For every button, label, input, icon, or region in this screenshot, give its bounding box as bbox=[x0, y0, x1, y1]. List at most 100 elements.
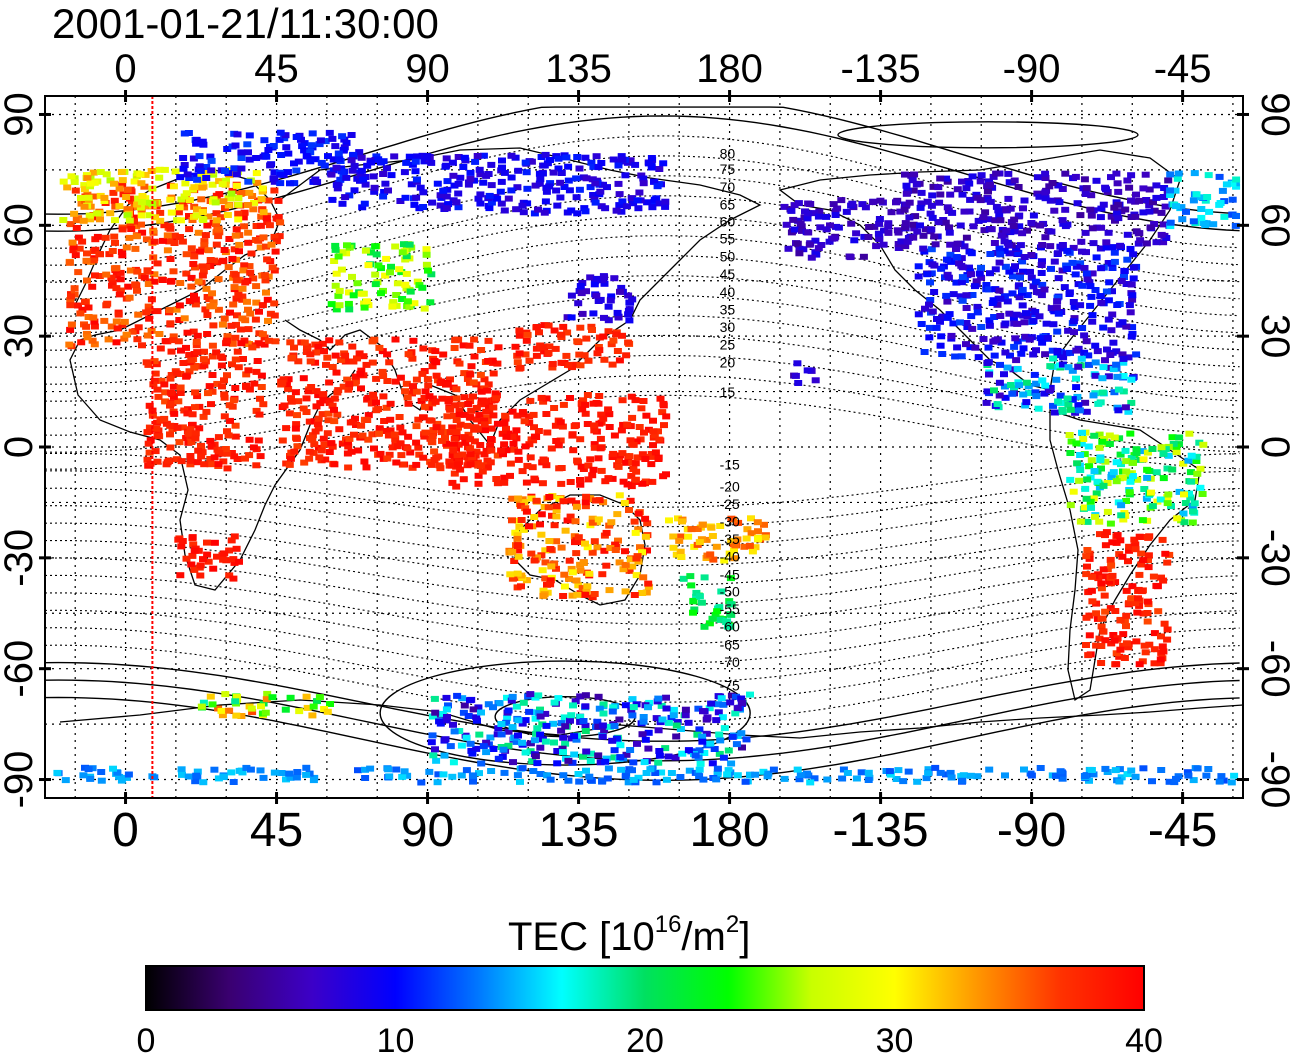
tec-cell-antarctica-east bbox=[727, 760, 736, 767]
tec-cell-central-asia bbox=[398, 249, 407, 256]
tec-cell-africa-north bbox=[226, 417, 234, 424]
tec-cell-africa-north bbox=[254, 437, 263, 444]
tec-cell-central-america bbox=[1119, 355, 1128, 362]
lat-tick-label-left: 60 bbox=[0, 203, 41, 248]
tec-cell-indonesia bbox=[551, 422, 560, 429]
tec-cell-north-america bbox=[920, 349, 929, 355]
tec-cell-siberia bbox=[556, 179, 565, 186]
tec-cell-europe bbox=[166, 256, 175, 262]
tec-cell-south-asia bbox=[286, 339, 295, 346]
tec-cell-antarctica-rim bbox=[86, 775, 95, 782]
tec-cell-africa-north bbox=[257, 384, 266, 390]
tec-cell-north-america bbox=[1010, 343, 1019, 350]
tec-cell-east-asia bbox=[544, 350, 553, 356]
tec-cell-south-africa bbox=[229, 575, 238, 582]
tec-cell-antarctica-rim bbox=[238, 769, 247, 776]
tec-cell-antarctica-rim bbox=[302, 764, 311, 771]
tec-cell-south-asia bbox=[314, 425, 323, 432]
tec-cell-central-asia bbox=[344, 300, 353, 307]
tec-cell-antarctica-east bbox=[746, 691, 754, 698]
tec-cell-australia bbox=[621, 588, 630, 595]
tec-cell-south-asia bbox=[286, 455, 295, 462]
tec-cell-south-asia bbox=[350, 380, 359, 387]
tec-cell-antarctica-coast bbox=[225, 707, 234, 714]
tec-cell-europe bbox=[134, 311, 143, 318]
tec-cell-south-asia bbox=[356, 370, 365, 377]
tec-cell-hawaii bbox=[791, 372, 800, 379]
tec-cell-antarctica-east bbox=[693, 731, 702, 738]
tec-cell-siberia bbox=[514, 167, 523, 174]
tec-cell-scandinavia-arctic bbox=[282, 144, 291, 151]
tec-cell-europe bbox=[244, 229, 253, 236]
tec-cell-australia bbox=[630, 518, 639, 525]
tec-cell-australia bbox=[615, 559, 624, 566]
tec-cell-scandinavia-arctic bbox=[252, 155, 261, 161]
tec-cell-east-asia bbox=[545, 343, 554, 350]
tec-cell-europe bbox=[103, 300, 112, 307]
tec-cell-antarctica-east bbox=[694, 705, 703, 712]
tec-cell-antarctica-rim bbox=[724, 767, 733, 774]
tec-cell-south-america-south bbox=[1087, 587, 1096, 594]
tec-cell-antarctica-east bbox=[558, 745, 567, 752]
tec-cell-canada bbox=[1116, 242, 1125, 249]
tec-cell-east-asia bbox=[544, 322, 553, 329]
tec-cell-indonesia bbox=[466, 445, 475, 452]
tec-cell-indonesia bbox=[509, 440, 518, 447]
tec-cell-europe-north bbox=[85, 212, 94, 219]
tec-cell-north-america bbox=[914, 263, 923, 270]
tec-cell-europe bbox=[214, 233, 223, 240]
tec-cell-antarctica-east bbox=[427, 739, 436, 746]
tec-cell-south-america-north bbox=[1076, 518, 1085, 525]
tec-cell-indonesia bbox=[470, 426, 479, 433]
tec-cell-antarctica-rim bbox=[1157, 767, 1166, 773]
tec-cell-greenland-area bbox=[1222, 181, 1231, 188]
tec-cell-siberia bbox=[614, 180, 623, 187]
tec-cell-south-asia bbox=[420, 395, 429, 401]
tec-cell-antarctica-east bbox=[542, 722, 551, 729]
tec-cell-australia bbox=[514, 495, 523, 502]
tec-cell-antarctica-east bbox=[508, 724, 517, 731]
tec-cell-south-asia bbox=[341, 358, 350, 365]
tec-cell-canada bbox=[1145, 186, 1154, 193]
contour-label: 50 bbox=[720, 249, 736, 265]
tec-cell-north-america bbox=[963, 324, 972, 330]
tec-cell-europe bbox=[229, 301, 238, 308]
tec-cell-indonesia bbox=[520, 418, 529, 425]
tec-cell-europe bbox=[72, 225, 81, 231]
tec-cell-north-america bbox=[936, 342, 945, 349]
tec-cell-europe bbox=[108, 279, 117, 286]
tec-cell-indonesia bbox=[497, 447, 506, 454]
tec-cell-antarctica-rim bbox=[1170, 779, 1179, 786]
tec-cell-south-asia bbox=[325, 449, 334, 455]
tec-cell-europe bbox=[74, 302, 82, 309]
contour-polar-south-outer bbox=[379, 660, 751, 766]
lon-tick-label-bottom: -90 bbox=[997, 804, 1066, 857]
tec-cell-europe-north bbox=[204, 213, 213, 220]
tec-cell-indonesia bbox=[487, 447, 496, 454]
tec-cell-canada bbox=[1041, 189, 1050, 196]
contour-line bbox=[45, 627, 1240, 703]
tec-cell-antarctica-coast bbox=[206, 693, 215, 700]
tec-cell-canada bbox=[1097, 224, 1106, 231]
tec-cell-europe bbox=[147, 296, 156, 303]
tec-cell-australia bbox=[506, 571, 515, 578]
tec-cell-siberia bbox=[581, 154, 590, 161]
tec-cell-hawaii bbox=[803, 367, 812, 374]
tec-cell-europe bbox=[239, 214, 248, 221]
tec-cell-europe-north bbox=[169, 183, 178, 190]
tec-cell-antarctica-rim bbox=[500, 769, 509, 776]
tec-cell-europe bbox=[66, 326, 75, 333]
tec-cell-south-asia bbox=[485, 403, 493, 410]
tec-cell-australia bbox=[537, 531, 546, 538]
tec-cell-africa-north bbox=[252, 407, 261, 414]
tec-cell-antarctica-east bbox=[703, 714, 712, 721]
tec-cell-canada bbox=[1102, 186, 1110, 193]
tec-cell-siberia bbox=[565, 187, 574, 194]
tec-cell-canada bbox=[1071, 173, 1080, 180]
colorbar-ticks: 0 10 20 30 40 bbox=[137, 1022, 1163, 1057]
tec-cell-antarctica-east bbox=[639, 718, 648, 725]
tec-cell-south-asia bbox=[335, 426, 344, 433]
tec-cell-europe bbox=[91, 246, 100, 253]
tec-cell-europe-north bbox=[80, 203, 89, 210]
tec-cell-north-america bbox=[1052, 304, 1061, 311]
